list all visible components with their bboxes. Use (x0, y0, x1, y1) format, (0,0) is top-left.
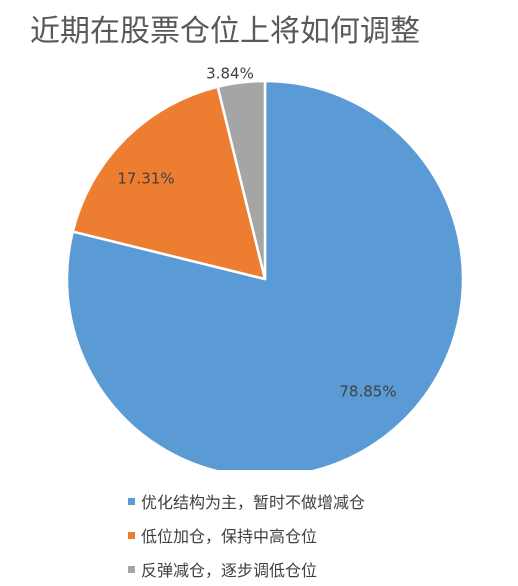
legend-item: 低位加仓，保持中高仓位 (128, 518, 365, 552)
legend-swatch (128, 531, 135, 539)
data-label: 17.31% (117, 170, 174, 188)
pie-chart: 78.85% 17.31% 3.84% (65, 65, 465, 470)
chart-title: 近期在股票仓位上将如何调整 (30, 14, 420, 49)
legend-item: 反弹减仓，逐步调低仓位 (128, 552, 365, 586)
pie-slice (71, 85, 267, 281)
pie-slice (65, 79, 465, 470)
legend-swatch (128, 497, 135, 505)
legend-item: 优化结构为主，暂时不做增减仓 (128, 484, 365, 518)
pie-labels: 78.85% 17.31% 3.84% (117, 65, 396, 401)
data-label: 78.85% (339, 383, 396, 401)
pie-slices (65, 79, 465, 470)
data-label: 3.84% (206, 65, 254, 83)
pie-slice (216, 79, 267, 281)
legend-label: 低位加仓，保持中高仓位 (141, 527, 318, 546)
legend-label: 优化结构为主，暂时不做增减仓 (141, 493, 366, 512)
chart-legend: 优化结构为主，暂时不做增减仓 低位加仓，保持中高仓位 反弹减仓，逐步调低仓位 (128, 484, 365, 586)
legend-label: 反弹减仓，逐步调低仓位 (141, 561, 318, 580)
legend-swatch (128, 565, 135, 573)
